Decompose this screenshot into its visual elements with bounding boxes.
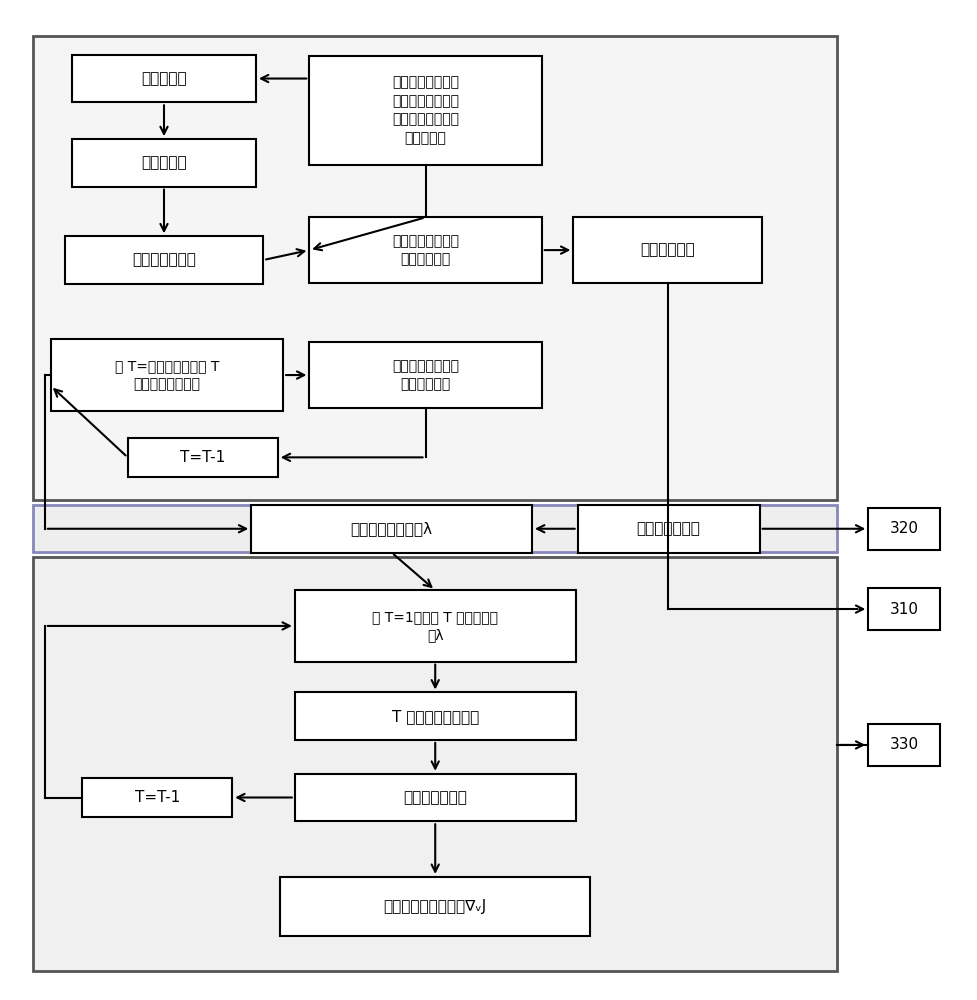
Bar bbox=[128, 438, 277, 477]
Bar bbox=[72, 139, 256, 187]
Text: 输出敏感性系数矩阵∇ᵥJ: 输出敏感性系数矩阵∇ᵥJ bbox=[384, 899, 487, 914]
Bar bbox=[72, 55, 256, 102]
Bar bbox=[280, 877, 590, 936]
Text: 置 T=最后时刻，读取 T
时刻的雅可比矩阵: 置 T=最后时刻，读取 T 时刻的雅可比矩阵 bbox=[114, 359, 219, 391]
Text: 得到与状态方程累
积项相关矩阵: 得到与状态方程累 积项相关矩阵 bbox=[392, 359, 459, 391]
Text: 模拟器计算: 模拟器计算 bbox=[142, 71, 187, 86]
Text: 每一时刻伴随变量λ: 每一时刻伴随变量λ bbox=[351, 521, 433, 536]
Bar bbox=[310, 56, 542, 165]
Text: 330: 330 bbox=[889, 737, 918, 752]
Text: 按照解法器格式整
理雅可比矩阵: 按照解法器格式整 理雅可比矩阵 bbox=[392, 234, 459, 266]
Text: 320: 320 bbox=[889, 521, 918, 536]
Bar bbox=[295, 774, 575, 821]
Text: 求不同时间步下的
状态方程矩阵及控
制变量对目标函数
的梯度矩阵: 求不同时间步下的 状态方程矩阵及控 制变量对目标函数 的梯度矩阵 bbox=[392, 76, 459, 145]
Text: T 时刻的敏感性方程: T 时刻的敏感性方程 bbox=[392, 709, 479, 724]
Bar bbox=[51, 339, 283, 411]
Text: 置 T=1，读取 T 时刻伴随变
量λ: 置 T=1，读取 T 时刻伴随变 量λ bbox=[372, 610, 498, 642]
Bar bbox=[33, 557, 837, 971]
Bar bbox=[869, 508, 940, 550]
Bar bbox=[295, 692, 575, 740]
Text: T=T-1: T=T-1 bbox=[180, 450, 226, 465]
Bar bbox=[295, 590, 575, 662]
Bar bbox=[310, 217, 542, 283]
Bar bbox=[310, 342, 542, 408]
Bar bbox=[869, 588, 940, 630]
Text: 310: 310 bbox=[889, 602, 918, 617]
Text: T=T-1: T=T-1 bbox=[135, 790, 180, 805]
Text: 求得敏感性系数: 求得敏感性系数 bbox=[404, 790, 467, 805]
Bar bbox=[573, 217, 762, 283]
Bar bbox=[869, 724, 940, 766]
Bar bbox=[577, 505, 760, 553]
Bar bbox=[64, 236, 263, 284]
Text: 转置雅可比矩阵: 转置雅可比矩阵 bbox=[132, 253, 196, 268]
Text: 雅可比矩阵: 雅可比矩阵 bbox=[142, 155, 187, 170]
Text: 调用解法器求解: 调用解法器求解 bbox=[637, 521, 701, 536]
Bar bbox=[251, 505, 532, 553]
Bar bbox=[33, 36, 837, 500]
Bar bbox=[82, 778, 233, 817]
Text: 输出伴随矩阵: 输出伴随矩阵 bbox=[640, 243, 695, 258]
Bar bbox=[33, 505, 837, 552]
